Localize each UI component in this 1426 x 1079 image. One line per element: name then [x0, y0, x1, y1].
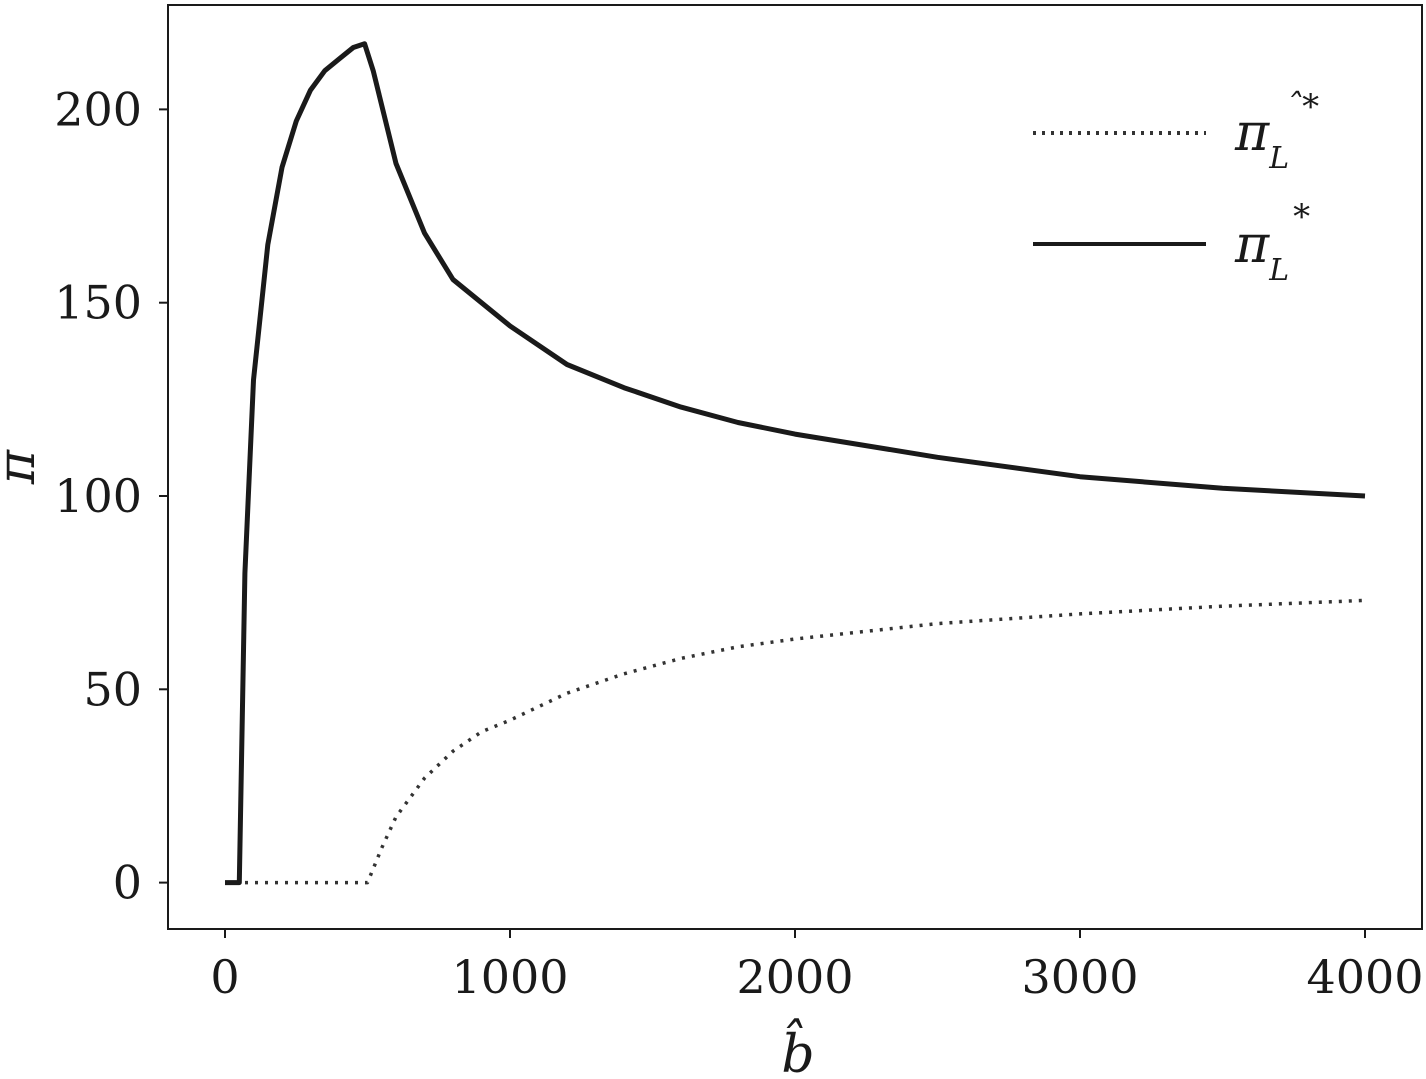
plot-frame	[167, 4, 1423, 930]
plot-lines	[225, 41, 1366, 886]
x-tick-label: 1000	[451, 950, 568, 1004]
y-tick-label: 100	[54, 469, 142, 523]
y-axis: 0 50 100 150 200	[54, 82, 168, 910]
x-tick-label: 3000	[1021, 950, 1138, 1004]
x-axis: 0 1000 2000 3000 4000	[210, 929, 1424, 1004]
y-tick-label: 200	[54, 82, 142, 136]
x-tick-label: 0	[210, 950, 239, 1004]
y-axis-label: π	[0, 449, 47, 485]
x-axis-label: b̂	[781, 1019, 814, 1079]
series-line-solid	[225, 41, 1366, 886]
x-tick-label: 2000	[736, 950, 853, 1004]
series-line-dotted	[225, 598, 1366, 885]
y-tick-label: 0	[113, 856, 142, 910]
legend-label-hat-star: πLˆ*	[1234, 87, 1319, 176]
y-tick-label: 50	[83, 662, 142, 716]
y-tick-label: 150	[54, 276, 142, 330]
legend: πLˆ* πL*	[1033, 87, 1319, 288]
x-tick-label: 4000	[1306, 950, 1423, 1004]
legend-label-star: πL*	[1234, 197, 1310, 288]
